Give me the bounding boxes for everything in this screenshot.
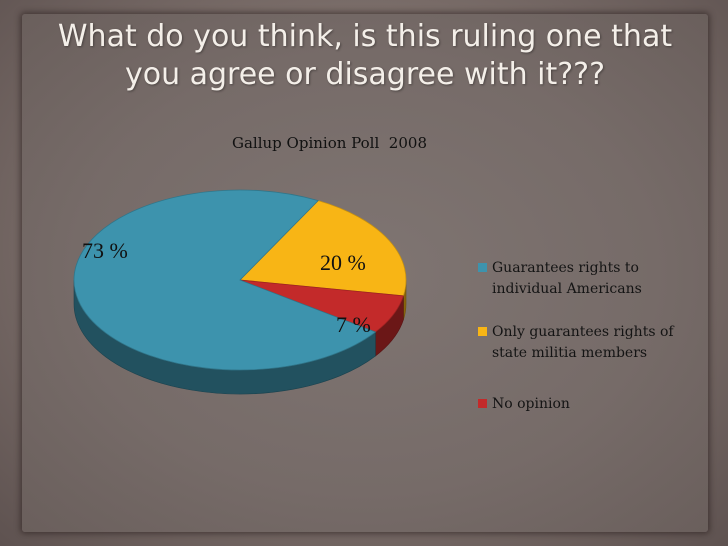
legend-swatch-no-opinion [478, 399, 487, 408]
legend-swatch-militia [478, 327, 487, 336]
pie-top-layer [73, 189, 407, 371]
pie-slice-0 [73, 189, 377, 371]
slide-title: What do you think, is this ruling one th… [57, 19, 673, 92]
chart-title: Gallup Opinion Poll 2008 [232, 134, 427, 152]
data-label-individual: 73 % [82, 238, 128, 263]
data-label-militia: 20 % [320, 250, 366, 275]
data-label-no-opinion: 7 % [336, 312, 371, 337]
legend-label-militia: Only guarantees rights of state militia … [492, 324, 674, 361]
pie-slice-1 [239, 200, 407, 297]
legend-label-individual: Guarantees rights to individual American… [492, 260, 642, 297]
legend-label-no-opinion: No opinion [492, 396, 570, 412]
legend-swatch-individual [478, 263, 487, 272]
